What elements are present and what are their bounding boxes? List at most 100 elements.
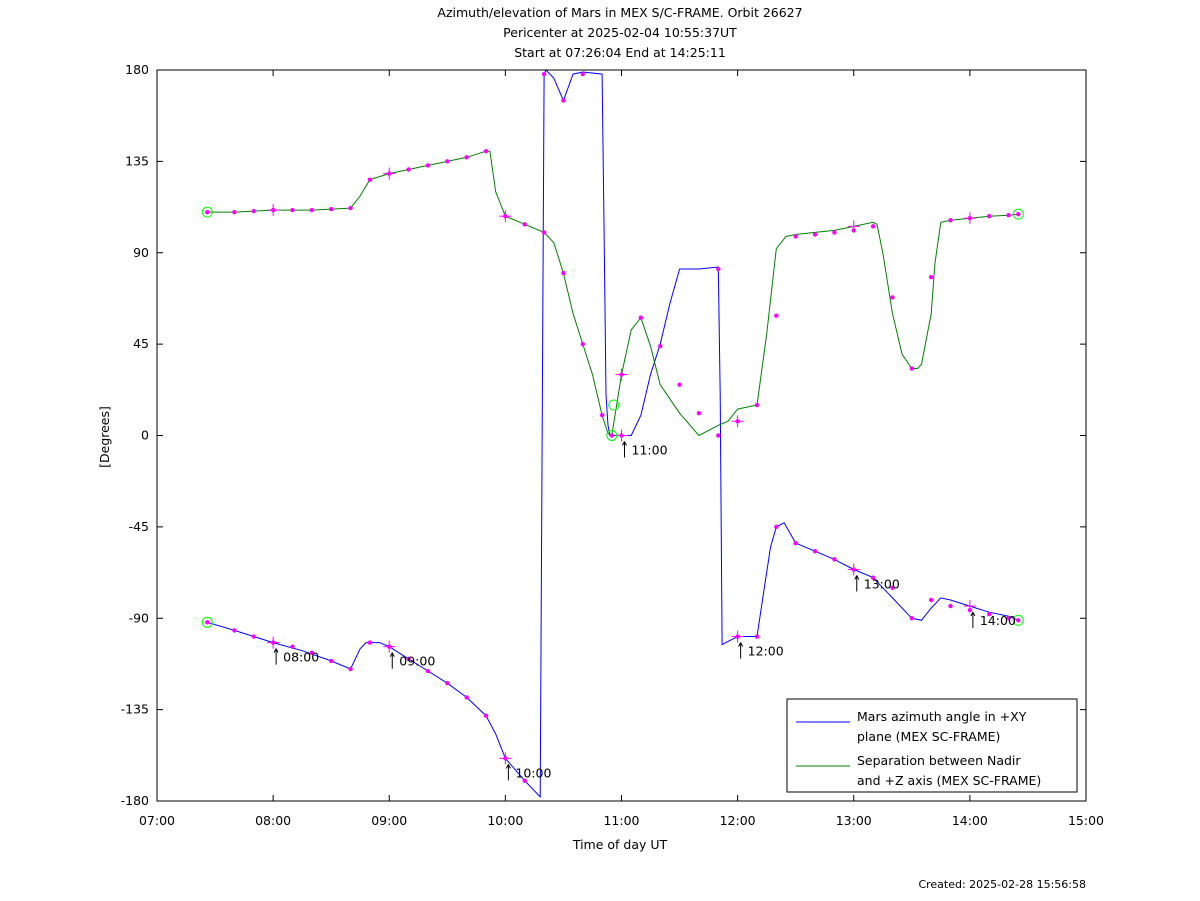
data-point-azimuth <box>812 549 818 554</box>
data-point-separation <box>483 149 489 154</box>
data-point-azimuth <box>522 778 527 783</box>
data-point-azimuth <box>445 681 450 686</box>
annotation-label: 09:00 <box>399 654 435 669</box>
annotation-arrowhead <box>854 575 858 580</box>
pericenter-marker <box>606 430 618 441</box>
data-point-separation <box>406 167 411 172</box>
x-tick-label: 15:00 <box>1068 813 1104 828</box>
x-axis-ticks: 07:00 08:00 09:00 10:00 11:00 12:00 13:00 14:00… <box>139 70 1104 828</box>
data-point-azimuth <box>793 540 798 546</box>
data-point-azimuth <box>464 695 469 700</box>
end-marker-separation <box>1012 208 1024 220</box>
data-point-azimuth <box>1006 616 1011 621</box>
data-point-separation <box>658 343 663 349</box>
chart-title-line-1: Azimuth/elevation of Mars in MEX S/C-FRA… <box>437 5 802 20</box>
data-point-separation <box>754 402 760 408</box>
data-point-azimuth <box>328 658 334 664</box>
chart-title-line-3: Start at 07:26:04 End at 14:25:11 <box>514 45 726 60</box>
created-timestamp: Created: 2025-02-28 15:56:58 <box>918 878 1086 891</box>
data-point-azimuth <box>948 603 953 609</box>
annotation-arrowhead <box>507 764 511 769</box>
y-tick-label: -180 <box>121 793 149 808</box>
data-point-separation <box>580 341 585 347</box>
annotation-arrowhead <box>622 441 625 446</box>
annotations: 08:00 09:00 10:00 11:00 12:00 13:00 14:00 <box>273 441 1016 781</box>
y-tick-label: -90 <box>129 610 149 625</box>
x-tick-label: 09:00 <box>371 813 407 828</box>
data-point-separation <box>522 222 527 227</box>
annotation-arrowhead <box>391 652 395 657</box>
data-point-separation <box>909 366 915 371</box>
annotation-arrowhead <box>970 611 974 617</box>
data-point-separation <box>348 205 353 211</box>
data-point-azimuth <box>561 98 566 103</box>
annotation-arrowhead <box>624 441 627 446</box>
annotation-label: 14:00 <box>980 613 1016 628</box>
data-point-azimuth <box>909 616 915 621</box>
data-point-separation <box>1006 212 1011 218</box>
data-point-azimuth <box>406 656 411 662</box>
y-axis-ticks: 180 135 90 45 0 -45 -90 -135 -180 <box>121 62 1086 808</box>
legend-box <box>786 698 1078 793</box>
x-tick-label: 13:00 <box>836 813 872 828</box>
annotation-label: 12:00 <box>748 644 784 659</box>
x-tick-label: 10:00 <box>487 813 523 828</box>
x-tick-label: 07:00 <box>139 813 175 828</box>
start-marker-separation <box>201 206 213 218</box>
data-point-separation <box>464 155 469 160</box>
annotation-label: 10:00 <box>515 765 551 780</box>
data-point-separation <box>425 163 431 168</box>
data-point-separation <box>696 410 702 416</box>
annotation-arrowhead <box>738 642 742 647</box>
legend-label-azimuth-2: plane (MEX SC-FRAME) <box>857 729 1000 744</box>
data-point-azimuth <box>541 71 547 77</box>
data-point-azimuth <box>1016 618 1021 623</box>
series-line-azimuth <box>207 69 1019 799</box>
data-point-separation <box>928 274 934 280</box>
data-point-separation <box>599 412 605 418</box>
x-tick-label: 14:00 <box>952 813 988 828</box>
data-point-azimuth <box>774 524 779 530</box>
data-point-azimuth <box>232 628 237 633</box>
y-tick-label: -45 <box>129 519 149 534</box>
data-point-azimuth <box>251 634 256 639</box>
data-point-separation <box>677 382 682 387</box>
markers <box>201 71 1024 783</box>
series-lines <box>207 69 1019 799</box>
data-point-separation <box>870 224 876 229</box>
data-point-separation <box>774 313 779 318</box>
data-point-separation <box>561 270 566 276</box>
annotation-label: 11:00 <box>632 443 668 458</box>
data-point-separation <box>716 433 721 438</box>
data-point-azimuth <box>832 557 837 562</box>
annotation-arrowhead <box>505 764 509 769</box>
chart-title-line-2: Pericenter at 2025-02-04 10:55:37UT <box>503 25 737 40</box>
annotation-arrowhead <box>273 648 277 653</box>
data-point-separation <box>609 433 615 438</box>
x-tick-label: 11:00 <box>603 813 639 828</box>
data-point-azimuth <box>716 266 721 272</box>
data-point-azimuth <box>754 634 760 639</box>
plot-area: 08:00 09:00 10:00 11:00 12:00 13:00 14:00 07:0… <box>121 62 1104 828</box>
annotation-label: 08:00 <box>283 650 319 665</box>
x-axis-label: Time of day UT <box>572 837 668 852</box>
end-marker-azimuth <box>1012 614 1024 626</box>
annotation-arrowhead <box>275 648 279 653</box>
y-tick-label: 90 <box>133 245 149 260</box>
data-point-azimuth <box>870 575 876 580</box>
data-point-separation <box>328 206 334 212</box>
annotation-label: 13:00 <box>864 577 900 592</box>
data-point-separation <box>832 230 837 235</box>
data-point-separation <box>541 230 547 235</box>
data-point-separation <box>793 234 798 239</box>
data-point-azimuth <box>309 650 315 655</box>
data-point-separation <box>812 232 818 237</box>
annotation-arrowhead <box>740 642 744 647</box>
data-point-separation <box>948 218 953 223</box>
data-point-separation <box>445 159 450 164</box>
data-point-separation <box>890 295 895 300</box>
y-axis-label: [Degrees] <box>97 406 112 468</box>
y-tick-label: 0 <box>141 428 149 443</box>
data-point-separation <box>309 207 315 213</box>
